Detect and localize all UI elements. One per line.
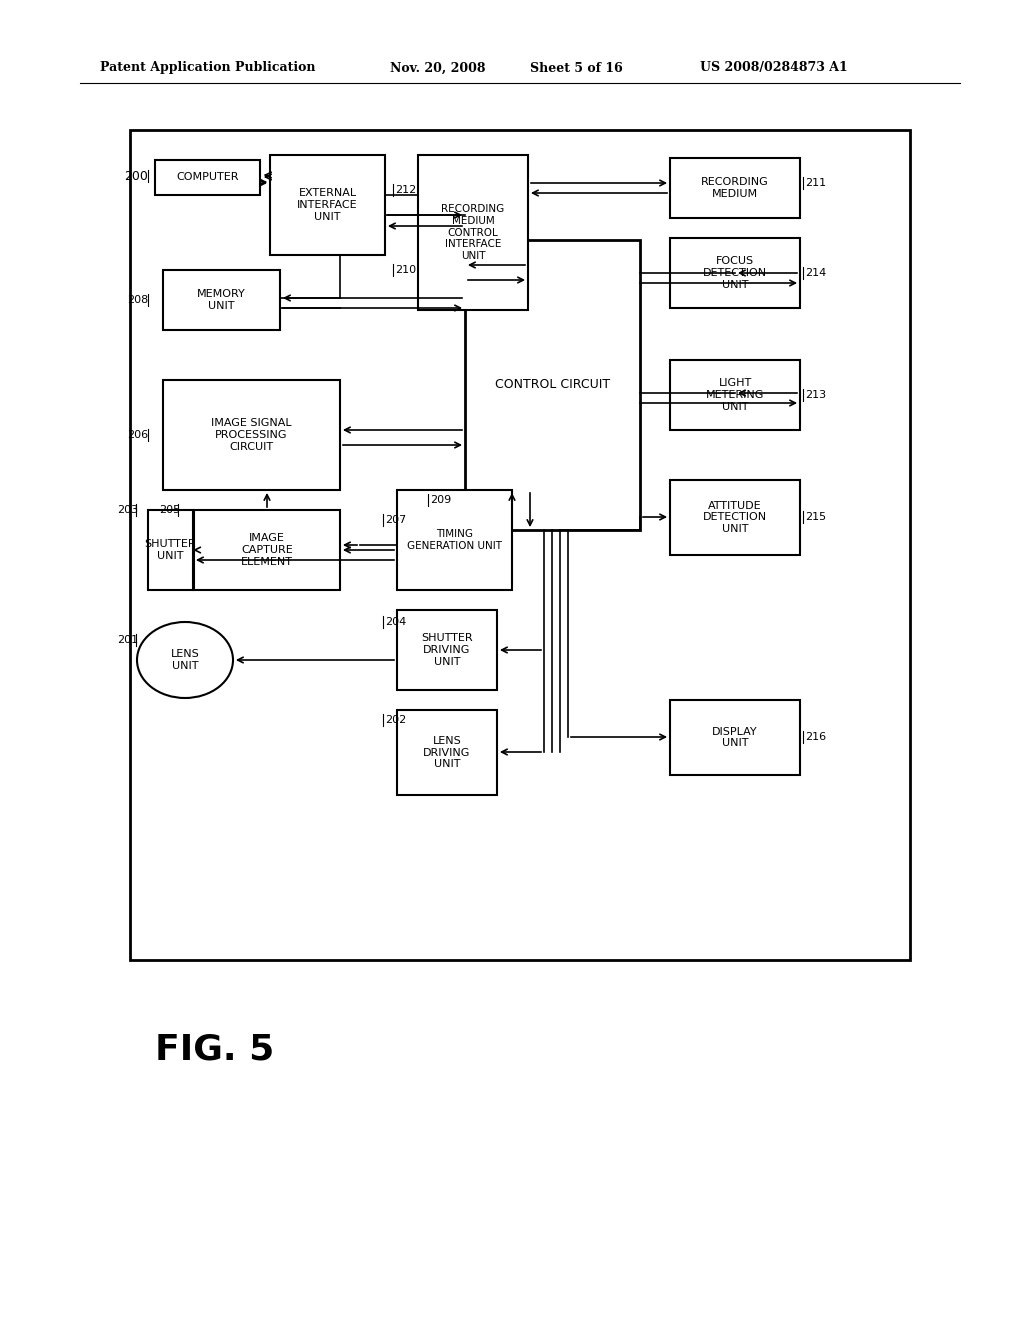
Text: LENS
DRIVING
UNIT: LENS DRIVING UNIT <box>423 737 471 770</box>
Text: EXTERNAL
INTERFACE
UNIT: EXTERNAL INTERFACE UNIT <box>297 189 357 222</box>
Bar <box>418 154 528 310</box>
Bar <box>194 510 340 590</box>
Text: FIG. 5: FIG. 5 <box>155 1034 274 1067</box>
Text: 200: 200 <box>124 169 148 182</box>
Bar <box>670 360 800 430</box>
Bar <box>130 129 910 960</box>
Text: IMAGE
CAPTURE
ELEMENT: IMAGE CAPTURE ELEMENT <box>241 533 293 566</box>
Text: 208: 208 <box>127 294 148 305</box>
Text: COMPUTER: COMPUTER <box>176 173 239 182</box>
Bar <box>397 610 497 690</box>
Text: 213: 213 <box>805 389 826 400</box>
Text: LIGHT
METERING
UNIT: LIGHT METERING UNIT <box>706 379 764 412</box>
Text: LENS
UNIT: LENS UNIT <box>171 649 200 671</box>
Ellipse shape <box>137 622 233 698</box>
Text: 210: 210 <box>395 265 416 275</box>
Bar <box>670 158 800 218</box>
Text: CONTROL CIRCUIT: CONTROL CIRCUIT <box>495 379 610 392</box>
Text: 201: 201 <box>117 635 138 645</box>
Text: 211: 211 <box>805 178 826 187</box>
Text: 205: 205 <box>159 506 180 515</box>
Text: ATTITUDE
DETECTION
UNIT: ATTITUDE DETECTION UNIT <box>702 500 767 535</box>
Bar <box>155 160 260 195</box>
Text: IMAGE SIGNAL
PROCESSING
CIRCUIT: IMAGE SIGNAL PROCESSING CIRCUIT <box>211 418 292 451</box>
Bar <box>163 380 340 490</box>
Text: TIMING
GENERATION UNIT: TIMING GENERATION UNIT <box>407 529 502 550</box>
Text: Patent Application Publication: Patent Application Publication <box>100 62 315 74</box>
Bar <box>270 154 385 255</box>
Text: RECORDING
MEDIUM: RECORDING MEDIUM <box>701 177 769 199</box>
Text: 215: 215 <box>805 512 826 521</box>
Text: Sheet 5 of 16: Sheet 5 of 16 <box>530 62 623 74</box>
Text: 214: 214 <box>805 268 826 279</box>
Text: SHUTTER
DRIVING
UNIT: SHUTTER DRIVING UNIT <box>421 634 473 667</box>
Bar <box>163 271 280 330</box>
Text: 203: 203 <box>117 506 138 515</box>
Bar <box>670 700 800 775</box>
Bar <box>670 480 800 554</box>
Bar <box>465 240 640 531</box>
Text: 212: 212 <box>395 185 416 195</box>
Text: 209: 209 <box>430 495 452 506</box>
Bar <box>670 238 800 308</box>
Text: DISPLAY
UNIT: DISPLAY UNIT <box>712 727 758 748</box>
Text: MEMORY
UNIT: MEMORY UNIT <box>198 289 246 310</box>
Text: RECORDING
MEDIUM
CONTROL
INTERFACE
UNIT: RECORDING MEDIUM CONTROL INTERFACE UNIT <box>441 205 505 261</box>
Bar <box>148 510 193 590</box>
Text: 207: 207 <box>385 515 407 525</box>
Text: 204: 204 <box>385 616 407 627</box>
Text: 216: 216 <box>805 733 826 742</box>
Bar <box>397 490 512 590</box>
Text: FOCUS
DETECTION
UNIT: FOCUS DETECTION UNIT <box>702 256 767 289</box>
Bar <box>397 710 497 795</box>
Text: 202: 202 <box>385 715 407 725</box>
Text: US 2008/0284873 A1: US 2008/0284873 A1 <box>700 62 848 74</box>
Text: SHUTTER
UNIT: SHUTTER UNIT <box>144 539 197 561</box>
Text: Nov. 20, 2008: Nov. 20, 2008 <box>390 62 485 74</box>
Text: 206: 206 <box>127 430 148 440</box>
